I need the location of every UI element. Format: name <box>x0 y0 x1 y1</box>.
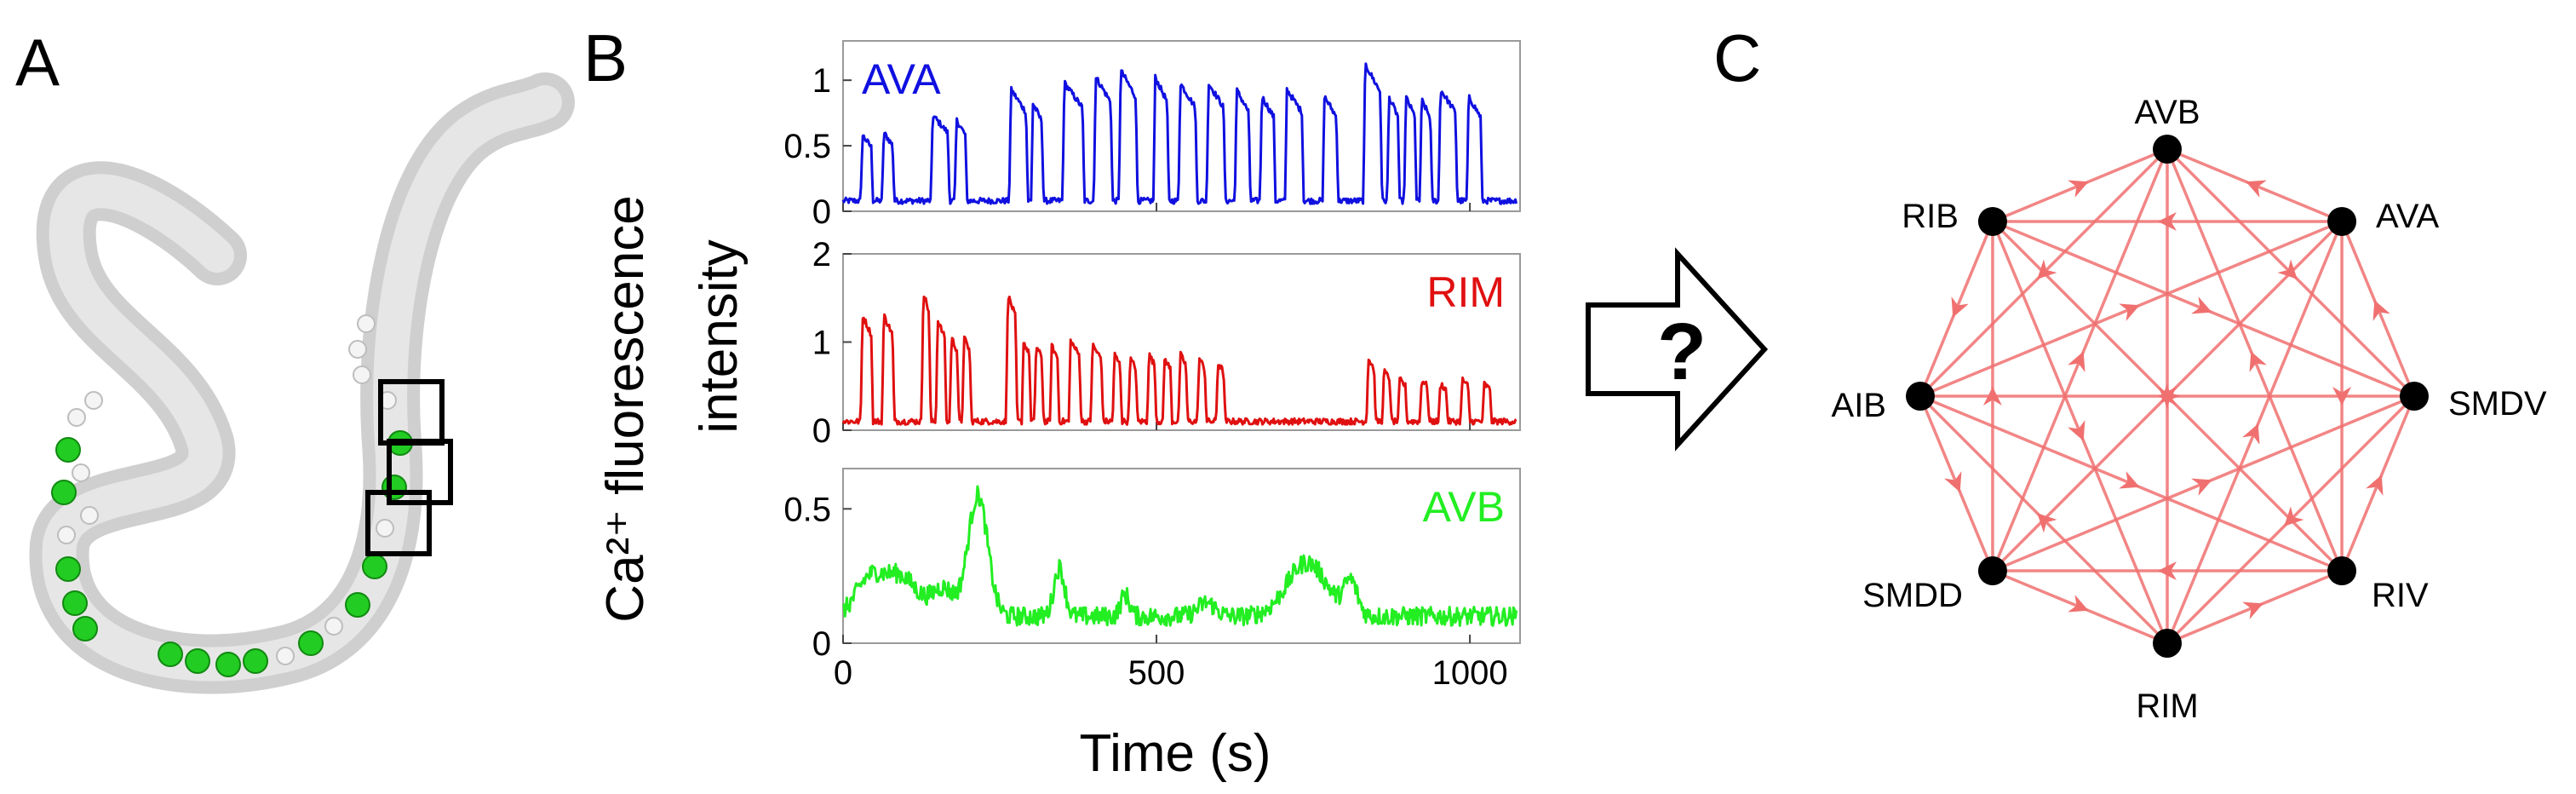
network-edge <box>1992 147 2168 223</box>
worm-neuron-dot <box>357 314 376 333</box>
y-tick-label: 0 <box>812 412 831 450</box>
inference-arrow: ? <box>1586 247 1769 452</box>
worm-neuron-dot <box>84 391 103 410</box>
worm-neuron-dot <box>324 617 343 636</box>
worm-neuron-dot <box>51 480 77 505</box>
network-edge <box>1919 395 1994 572</box>
y-tick-label: 2 <box>812 236 831 273</box>
worm-neuron-dot <box>353 365 371 384</box>
node-riv <box>2327 556 2357 586</box>
network-edge <box>2340 221 2416 397</box>
node-label-rim: RIM <box>2136 688 2198 725</box>
network-edge <box>1991 220 2344 572</box>
worm-neuron-dot <box>55 437 81 463</box>
node-label-ava: AVA <box>2376 198 2439 235</box>
worm-neuron-dot <box>72 463 90 482</box>
trace-ava <box>841 62 1518 205</box>
y-tick-label: 1 <box>812 62 831 100</box>
y-tick-label: 0.5 <box>783 128 831 165</box>
worm-neuron-dot <box>67 408 86 427</box>
network-edge <box>2166 148 2344 572</box>
y-axis-title-line1: Ca²⁺ fluorescence <box>596 195 655 622</box>
network-edge <box>2166 221 2344 644</box>
network-edge <box>1992 394 2415 572</box>
panel-b-label: B <box>583 20 628 95</box>
worm-neuron-dot <box>215 652 241 677</box>
calcium-traces-chart: 0 0.5 1 AVA 0 1 2 RIM 0 0.5 AVB 0 500 1000 <box>783 40 1521 692</box>
x-tick-label: 1000 <box>1432 654 1508 692</box>
worm-illustration <box>29 72 575 694</box>
worm-neuron-dot <box>376 519 394 538</box>
worm-neuron-dot <box>57 526 76 544</box>
subplot-ava: 0 0.5 1 AVA <box>783 40 1521 231</box>
subplot-avb: 0 0.5 AVB <box>783 468 1521 663</box>
trace-rim <box>841 295 1517 426</box>
trace-avb <box>842 485 1518 627</box>
y-tick-label: 0 <box>812 625 831 663</box>
network-edge <box>1992 220 2415 398</box>
network-edge <box>1991 148 2169 572</box>
worm-neuron-dot <box>298 630 324 656</box>
roi-box-3 <box>365 490 432 556</box>
worm-neuron-dot <box>55 556 81 582</box>
subplot-rim: 0 1 2 RIM <box>812 236 1521 450</box>
network-edge <box>1919 220 2343 398</box>
network-edge <box>1919 394 2343 572</box>
worm-neuron-dot <box>158 642 183 667</box>
worm-neuron-dot <box>348 340 367 359</box>
network-edge <box>1919 221 1994 397</box>
worm-neuron-dot <box>345 592 370 618</box>
node-label-rib: RIB <box>1902 198 1959 235</box>
network-edge <box>1919 394 2169 645</box>
worm-neuron-dot <box>276 647 295 665</box>
network-edge <box>2166 569 2343 645</box>
worm-neuron-dot <box>362 554 387 579</box>
node-smdd <box>1977 556 2007 586</box>
panel-c-label: C <box>1713 20 1761 95</box>
node-aib <box>1906 382 1935 411</box>
network-edges <box>1919 147 2416 645</box>
node-label-smdd: SMDD <box>1862 577 1963 614</box>
worm-neuron-dot <box>382 475 407 500</box>
x-tick-label: 0 <box>834 654 852 692</box>
network-nodes: AVB AVA SMDV RIV RIM SMDD AIB RIB <box>1832 94 2547 725</box>
node-label-avb: AVB <box>2134 94 2200 131</box>
node-label-riv: RIV <box>2372 577 2429 614</box>
network-edge <box>1991 221 2169 644</box>
worm-neuron-dot <box>243 648 268 674</box>
network-edge <box>1992 569 2168 645</box>
network-edge <box>2166 147 2343 223</box>
panel-a-label: A <box>15 25 60 100</box>
node-avb <box>2153 135 2182 164</box>
question-mark: ? <box>1657 307 1707 397</box>
worm-neuron-dot <box>185 648 210 674</box>
worm-neuron-dot <box>62 590 88 616</box>
series-label-ava: AVA <box>862 55 941 103</box>
x-tick-label: 500 <box>1128 654 1185 692</box>
x-axis-title: Time (s) <box>1080 724 1271 783</box>
network-edge <box>2340 395 2416 572</box>
worm-neuron-dot <box>72 616 98 642</box>
series-label-rim: RIM <box>1426 268 1505 316</box>
node-label-smdv: SMDV <box>2448 385 2547 423</box>
series-label-avb: AVB <box>1423 483 1505 531</box>
y-tick-label: 0 <box>812 193 831 231</box>
worm-neuron-dot <box>80 506 99 525</box>
y-axis-title-line2: intensity <box>690 239 749 433</box>
node-label-aib: AIB <box>1832 387 1886 424</box>
node-rib <box>1977 206 2007 236</box>
node-rim <box>2153 629 2182 658</box>
arrow-shape <box>1586 247 1769 452</box>
subplot-frame <box>842 468 1521 644</box>
roi-box-2 <box>387 439 453 505</box>
node-ava <box>2327 206 2357 236</box>
network-graph: AVB AVA SMDV RIV RIM SMDD AIB RIB <box>1832 94 2547 725</box>
node-smdv <box>2400 382 2429 411</box>
y-tick-label: 1 <box>812 325 831 362</box>
subplot-frame <box>842 40 1521 212</box>
y-tick-label: 0.5 <box>783 491 831 528</box>
